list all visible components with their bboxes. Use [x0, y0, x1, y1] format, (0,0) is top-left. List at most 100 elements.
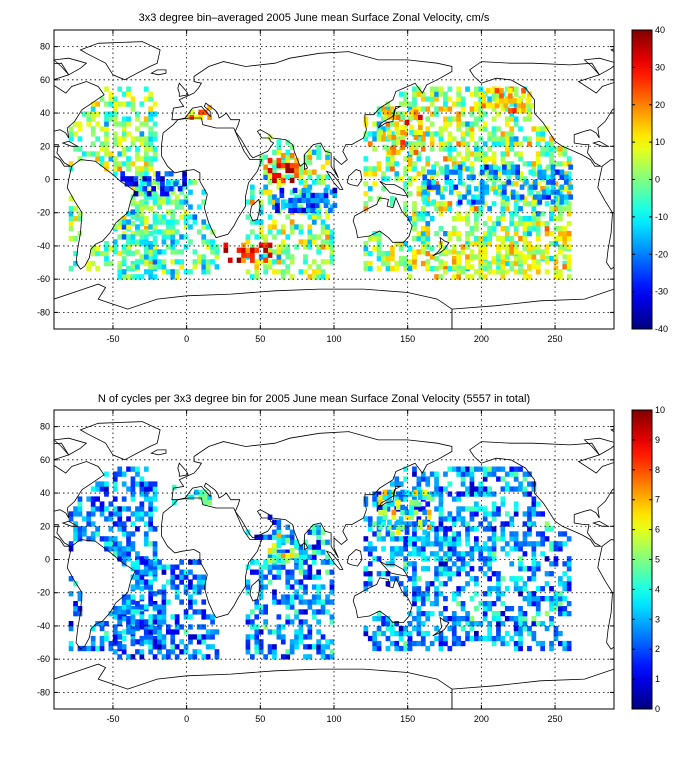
data-bin [531, 126, 537, 132]
data-bin [522, 621, 528, 627]
data-bin [518, 156, 523, 162]
data-bin [117, 101, 123, 107]
data-bin [157, 204, 162, 210]
data-bin [325, 159, 330, 165]
data-bin [422, 189, 428, 195]
data-bin [504, 254, 510, 260]
data-bin [447, 116, 453, 122]
data-bin [566, 236, 572, 242]
data-bin [174, 564, 180, 570]
data-bin [474, 269, 479, 275]
data-bin [438, 226, 444, 232]
data-bin [306, 187, 311, 194]
data-bin [438, 635, 444, 642]
data-bin [531, 496, 537, 502]
data-bin [294, 609, 299, 615]
data-bin [535, 136, 541, 142]
data-bin [474, 491, 479, 497]
data-bin [422, 179, 428, 185]
data-bin [531, 221, 537, 227]
data-bin [227, 257, 233, 263]
coastline [66, 539, 136, 650]
data-bin [491, 255, 497, 262]
data-bin [491, 491, 497, 497]
data-bin [117, 161, 123, 167]
data-bin [280, 634, 286, 640]
data-bin [329, 589, 335, 595]
data-bin [188, 624, 193, 630]
data-bin [77, 136, 83, 142]
data-bin [183, 244, 189, 250]
data-bin [139, 594, 145, 600]
data-bin [521, 108, 526, 114]
data-bin [566, 586, 572, 592]
data-bin [484, 189, 489, 195]
data-bin [425, 586, 431, 592]
data-bin [298, 639, 304, 645]
data-bin [429, 245, 435, 252]
data-bin [367, 561, 373, 567]
data-bin [121, 91, 127, 97]
data-bin [394, 491, 400, 497]
data-bin [562, 245, 568, 252]
data-bin [478, 91, 484, 97]
data-bin [447, 466, 453, 472]
data-bin [553, 265, 559, 272]
data-bin [412, 226, 417, 232]
data-bin [474, 541, 479, 547]
data-bin [303, 184, 308, 190]
data-bin [104, 260, 109, 267]
data-bin [310, 197, 316, 204]
data-bin [320, 174, 326, 180]
data-bin [157, 214, 162, 220]
data-bin [532, 194, 538, 200]
data-bin [478, 211, 484, 217]
data-bin [513, 121, 519, 127]
data-bin [298, 609, 304, 615]
data-bin [117, 264, 123, 270]
data-bin [413, 509, 419, 515]
data-bin [540, 151, 545, 157]
data-bin [460, 516, 466, 522]
data-bin [496, 176, 501, 182]
data-bin [451, 466, 457, 472]
data-bin [460, 640, 466, 647]
data-bin [280, 249, 286, 255]
data-bin [139, 506, 145, 512]
data-bin [482, 121, 488, 127]
data-bin [280, 549, 286, 555]
data-bin [550, 174, 556, 180]
data-bin [307, 644, 313, 650]
data-bin [130, 481, 136, 487]
data-bin [429, 551, 435, 557]
data-bin [544, 226, 550, 232]
data-bin [276, 624, 282, 630]
data-bin [90, 511, 96, 517]
data-bin [522, 531, 528, 537]
data-bin [381, 630, 386, 637]
data-bin [496, 576, 501, 582]
data-bin [202, 109, 208, 115]
data-bin [413, 499, 419, 505]
data-bin [474, 141, 479, 147]
data-bin [276, 249, 282, 255]
data-bin [390, 536, 395, 542]
data-bin [121, 616, 127, 622]
data-bin [482, 126, 488, 132]
data-bin [307, 554, 313, 560]
data-bin [152, 481, 158, 487]
data-bin [325, 239, 330, 245]
data-bin [201, 574, 207, 580]
data-bin [196, 609, 202, 615]
data-bin [188, 569, 193, 575]
data-bin [469, 526, 475, 532]
data-bin [188, 239, 193, 245]
data-bin [254, 534, 260, 540]
data-bin [170, 574, 176, 580]
data-bin [320, 179, 326, 185]
data-bin [553, 259, 559, 265]
data-bin [104, 101, 109, 107]
data-bin [214, 244, 220, 250]
data-bin [385, 156, 391, 162]
data-bin [152, 131, 158, 137]
